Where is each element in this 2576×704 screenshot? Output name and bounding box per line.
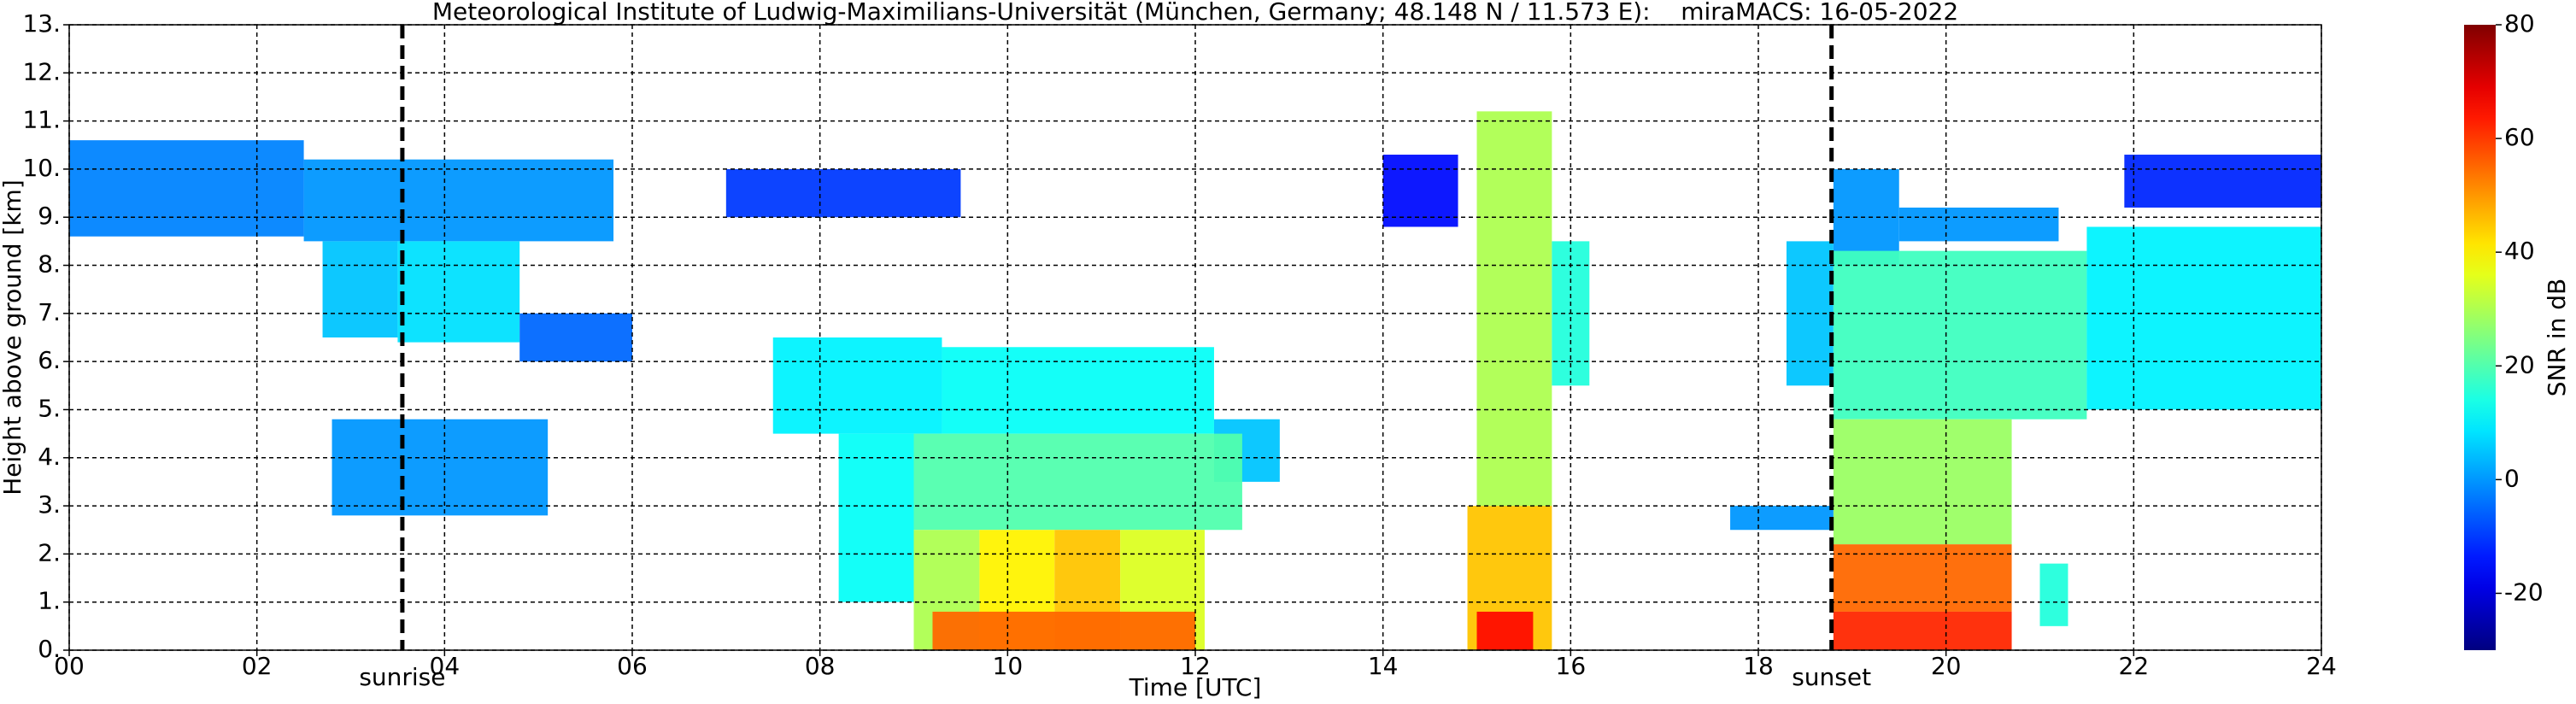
- echo: [1833, 250, 2087, 419]
- echo: [1476, 111, 1552, 507]
- y-tick-label: 0.: [38, 635, 61, 663]
- colorbar-tick-label: 80: [2504, 9, 2535, 38]
- echo: [1833, 611, 2012, 650]
- echo: [1833, 544, 2012, 612]
- x-tick-label: 22: [2119, 652, 2150, 680]
- echo: [838, 433, 914, 602]
- x-tick-label: 18: [1743, 652, 1774, 680]
- y-axis-label: Height above ground [km]: [0, 179, 26, 496]
- y-tick-label: 4.: [38, 443, 61, 471]
- y-tick-label: 10.: [22, 154, 61, 182]
- colorbar: [2464, 25, 2496, 650]
- echo: [1833, 419, 2012, 545]
- x-tick-label: 08: [805, 652, 836, 680]
- colorbar-label: SNR in dB: [2543, 279, 2571, 396]
- colorbar-tick-label: -20: [2504, 578, 2544, 606]
- y-tick-label: 13.: [22, 9, 61, 38]
- y-tick-label: 6.: [38, 346, 61, 374]
- y-tick-label: 5.: [38, 394, 61, 422]
- x-tick-label: 00: [54, 652, 85, 680]
- echo: [2039, 563, 2068, 626]
- echo: [332, 419, 549, 516]
- echo-layer: [69, 111, 2321, 650]
- x-tick-label: 20: [1931, 652, 1962, 680]
- x-tick-label: 04: [430, 652, 461, 680]
- echo: [2086, 226, 2321, 410]
- echo: [69, 140, 304, 237]
- colorbar-tick-label: 0: [2504, 464, 2520, 492]
- y-tick-label: 7.: [38, 298, 61, 326]
- y-tick-label: 1.: [38, 587, 61, 615]
- echo: [2124, 155, 2321, 208]
- event-label: sunrise: [359, 663, 445, 691]
- echo: [1730, 506, 1834, 531]
- axes: 00 02 04 06 08 10 12 14 16 18 20 22 24 0. 1. 2. 3. 4. 5. 6.…: [22, 9, 2543, 691]
- echo: [1382, 155, 1458, 227]
- echo: [322, 241, 398, 337]
- x-tick-label: 12: [1180, 652, 1211, 680]
- y-tick-label: 11.: [22, 106, 61, 134]
- echo: [397, 241, 520, 343]
- echo: [303, 159, 614, 242]
- echo: [1476, 611, 1534, 650]
- x-tick-label: 10: [993, 652, 1024, 680]
- x-axis-label: Time [UTC]: [1129, 673, 1262, 701]
- x-tick-label: 24: [2306, 652, 2337, 680]
- plot-frame: [68, 24, 2322, 651]
- x-tick-label: 02: [242, 652, 273, 680]
- echo: [772, 337, 942, 434]
- y-tick-label: 3.: [38, 490, 61, 519]
- echo: [932, 611, 1195, 650]
- echo: [725, 168, 961, 218]
- y-tick-label: 2.: [38, 538, 61, 566]
- x-tick-label: 06: [617, 652, 648, 680]
- x-tick-label: 14: [1368, 652, 1399, 680]
- echo: [1898, 207, 2059, 242]
- colorbar-tick-label: 20: [2504, 350, 2535, 378]
- colorbar-tick-label: 40: [2504, 237, 2535, 265]
- event-label: sunset: [1792, 663, 1871, 691]
- y-tick-label: 8.: [38, 250, 61, 279]
- echo: [913, 433, 1242, 531]
- y-tick-label: 9.: [38, 202, 61, 230]
- echo: [942, 347, 1214, 434]
- colorbar-tick-label: 60: [2504, 123, 2535, 151]
- x-tick-label: 16: [1556, 652, 1587, 680]
- echo: [519, 313, 632, 362]
- chart-title: Meteorological Institute of Ludwig-Maxim…: [432, 0, 1958, 26]
- y-tick-label: 12.: [22, 57, 61, 85]
